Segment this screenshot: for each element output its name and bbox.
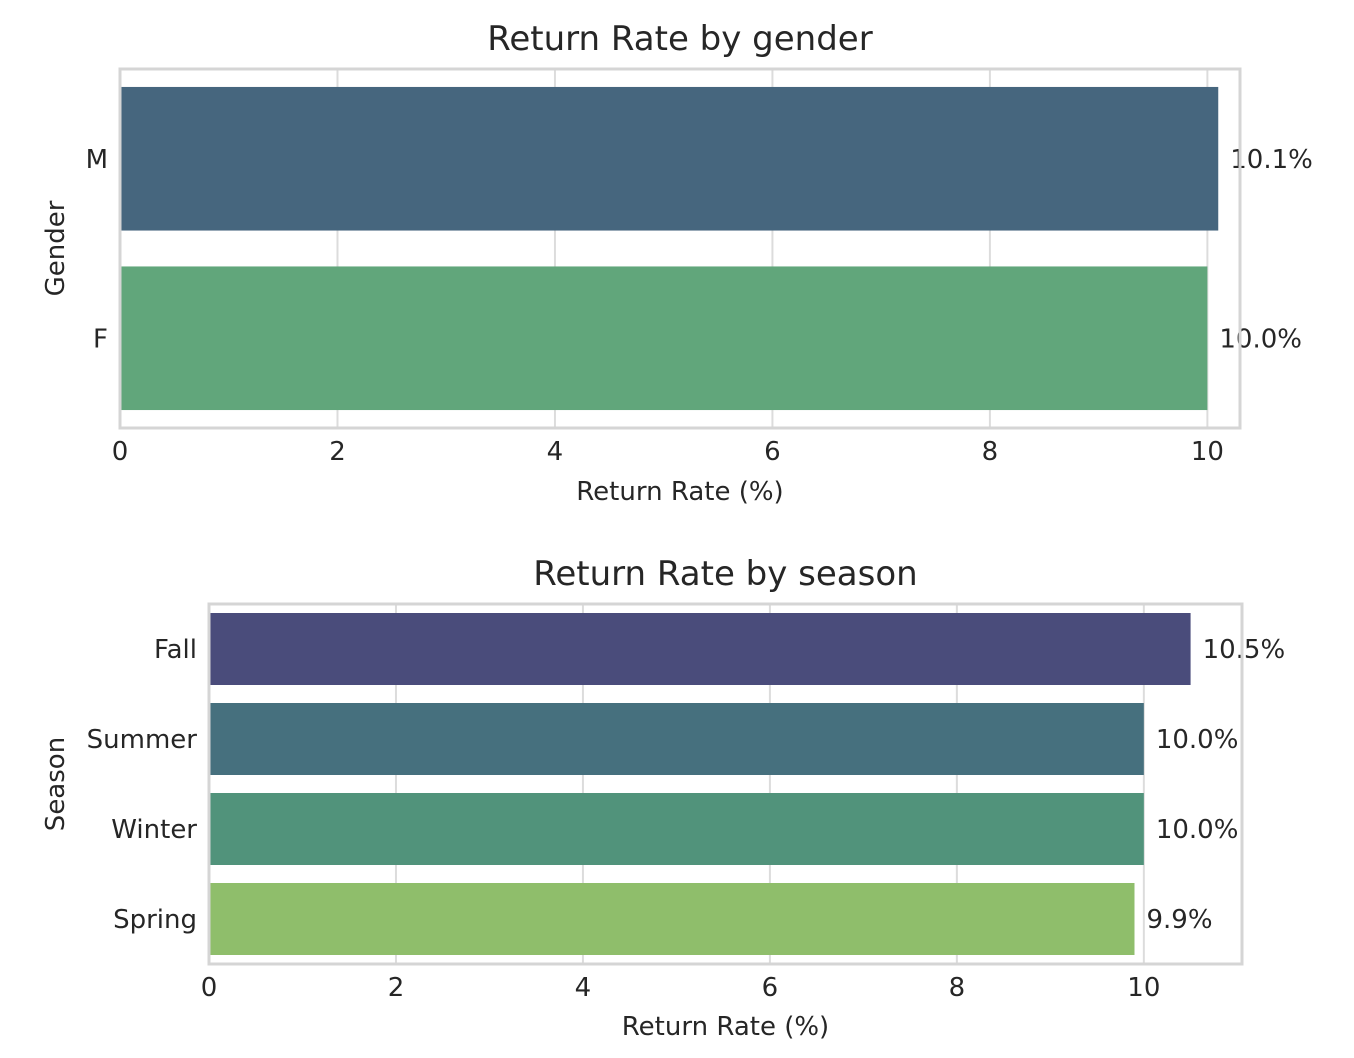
data-label: 10.0% bbox=[1156, 725, 1239, 755]
x-tick-label: 8 bbox=[982, 437, 999, 467]
y-tick-label: F bbox=[93, 324, 108, 354]
x-axis-label: Return Rate (%) bbox=[622, 1012, 829, 1042]
x-tick-label: 2 bbox=[388, 973, 405, 1003]
y-axis-label: Gender bbox=[41, 200, 71, 296]
x-tick-label: 6 bbox=[764, 437, 781, 467]
y-tick-label: Winter bbox=[111, 815, 197, 845]
y-tick-label: Fall bbox=[154, 635, 197, 665]
chart-title: Return Rate by season bbox=[533, 554, 917, 594]
y-tick-label: Summer bbox=[87, 725, 198, 755]
x-tick-label: 6 bbox=[762, 973, 779, 1003]
data-label: 10.0% bbox=[1219, 324, 1302, 354]
plot-frame bbox=[207, 602, 1244, 966]
data-label: 10.1% bbox=[1230, 145, 1313, 175]
bar-m bbox=[120, 86, 1219, 231]
data-label: 10.0% bbox=[1156, 815, 1239, 845]
x-tick-label: 8 bbox=[949, 973, 966, 1003]
bar-spring bbox=[209, 883, 1135, 955]
bar-fall bbox=[209, 613, 1191, 685]
x-tick-label: 2 bbox=[329, 437, 346, 467]
bar-winter bbox=[209, 793, 1144, 865]
y-tick-label: M bbox=[86, 145, 108, 175]
x-tick-label: 10 bbox=[1191, 437, 1224, 467]
x-tick-label: 0 bbox=[112, 437, 129, 467]
y-axis-label: Season bbox=[41, 737, 71, 831]
bar-summer bbox=[209, 703, 1144, 775]
plot-frame bbox=[118, 67, 1242, 430]
chart-2: Return Rate by season Fall 10.5% Summer 10.0… bbox=[41, 554, 1285, 1042]
data-label: 10.5% bbox=[1203, 635, 1286, 665]
x-tick-label: 10 bbox=[1127, 973, 1160, 1003]
x-tick-label: 0 bbox=[201, 973, 218, 1003]
y-tick-label: Spring bbox=[113, 905, 197, 935]
x-tick-label: 4 bbox=[575, 973, 592, 1003]
data-label: 9.9% bbox=[1146, 905, 1212, 935]
x-tick-label: 4 bbox=[547, 437, 564, 467]
x-axis-label: Return Rate (%) bbox=[576, 477, 783, 507]
chart-1: Return Rate by gender M 10.1% F 10.0% 0 2 4 6 8 10… bbox=[41, 19, 1313, 507]
bar-f bbox=[120, 266, 1208, 411]
chart-title: Return Rate by gender bbox=[487, 19, 872, 59]
